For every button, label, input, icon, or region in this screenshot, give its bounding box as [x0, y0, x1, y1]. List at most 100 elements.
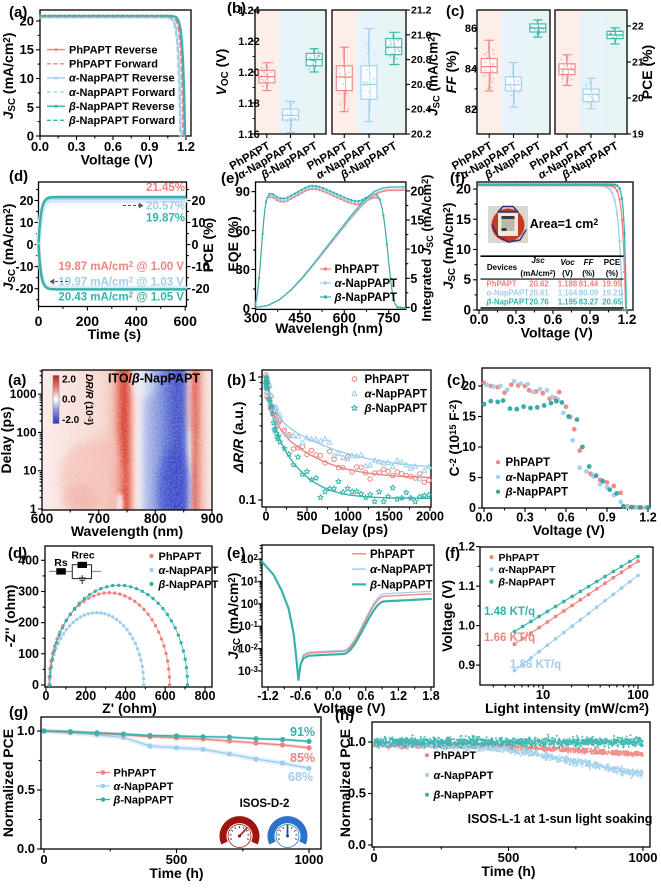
svg-text:α-NapPAPT: α-NapPAPT: [506, 472, 569, 484]
svg-text:(a): (a): [9, 4, 27, 21]
svg-text:Wavelengh (nm): Wavelengh (nm): [275, 320, 383, 336]
svg-text:200: 200: [75, 689, 96, 703]
svg-text:5: 5: [463, 272, 471, 287]
svg-text:α-NapPAPT: α-NapPAPT: [335, 278, 398, 290]
svg-text:Light intensity (mW/cm2): Light intensity (mW/cm2): [485, 700, 649, 716]
svg-text:(h): (h): [335, 707, 354, 724]
svg-text:0: 0: [410, 301, 417, 315]
svg-text:-20: -20: [192, 282, 210, 296]
svg-text:0: 0: [27, 238, 34, 252]
svg-text:(g): (g): [9, 704, 28, 721]
svg-text:(e): (e): [221, 170, 239, 187]
svg-text:PhPAPT Reverse: PhPAPT Reverse: [69, 44, 157, 56]
svg-text:22: 22: [632, 21, 644, 33]
svg-text:1.22: 1.22: [238, 36, 259, 48]
svg-text:α-NapPAPT Reverse: α-NapPAPT Reverse: [69, 73, 175, 85]
svg-text:83.27: 83.27: [579, 298, 599, 307]
svg-text:Devices: Devices: [487, 263, 518, 272]
svg-text:80.09: 80.09: [579, 289, 599, 298]
svg-text:1.0: 1.0: [17, 723, 35, 738]
svg-text:86: 86: [465, 23, 477, 35]
svg-text:1000: 1000: [629, 850, 658, 865]
svg-text:Voltage (V): Voltage (V): [533, 522, 605, 538]
svg-text:19.21: 19.21: [602, 289, 622, 298]
svg-text:1.2: 1.2: [177, 139, 195, 154]
svg-text:Z' (ohm): Z' (ohm): [102, 700, 157, 716]
svg-text:20.2: 20.2: [411, 129, 432, 141]
svg-text:(f): (f): [450, 170, 465, 187]
svg-text:Jsc: Jsc: [531, 256, 545, 265]
svg-text:(c): (c): [446, 3, 464, 20]
svg-text:PhPAPT: PhPAPT: [434, 750, 477, 762]
svg-text:20.61: 20.61: [529, 289, 549, 298]
svg-text:Rrec: Rrec: [71, 550, 95, 562]
svg-text:0: 0: [40, 852, 47, 867]
svg-text:ISOS-D-2: ISOS-D-2: [240, 798, 290, 810]
svg-text:Wavelength (nm): Wavelength (nm): [71, 523, 183, 539]
svg-text:1.0: 1.0: [458, 619, 475, 633]
svg-text:β-NapPAPT: β-NapPAPT: [369, 579, 433, 591]
svg-text:800: 800: [195, 689, 216, 703]
svg-text:1.20: 1.20: [238, 67, 259, 79]
svg-text:15: 15: [462, 410, 476, 424]
svg-text:21.45%: 21.45%: [146, 182, 185, 194]
svg-text:PhPAPT: PhPAPT: [114, 767, 157, 779]
svg-text:α-NapPAPT: α-NapPAPT: [159, 565, 219, 577]
svg-text:20: 20: [192, 194, 206, 208]
svg-text:EQE (%): EQE (%): [225, 216, 241, 271]
svg-text:0: 0: [27, 129, 34, 144]
svg-text:19.97 mA/cm2 @ 1.03 V: 19.97 mA/cm2 @ 1.03 V: [58, 276, 184, 289]
svg-text:1000: 1000: [10, 387, 37, 401]
svg-text:-Z'' (ohm): -Z'' (ohm): [2, 585, 18, 648]
svg-text:1.188: 1.188: [558, 280, 578, 289]
svg-text:Time (h): Time (h): [149, 865, 203, 881]
svg-text:10: 10: [456, 242, 471, 257]
svg-text:10: 10: [23, 464, 37, 478]
svg-text:(%): (%): [606, 269, 619, 278]
svg-text:α-NapPAPT: α-NapPAPT: [114, 781, 174, 793]
svg-text:0: 0: [243, 301, 250, 316]
svg-text:600: 600: [155, 689, 176, 703]
svg-text:PhPAPT: PhPAPT: [499, 552, 540, 564]
svg-text:20.65: 20.65: [602, 298, 622, 307]
svg-text:68%: 68%: [288, 770, 313, 784]
svg-text:2000: 2000: [416, 510, 444, 524]
svg-text:PhPAPT: PhPAPT: [370, 549, 415, 561]
svg-text:81.44: 81.44: [579, 280, 599, 289]
svg-text:1: 1: [30, 502, 37, 516]
svg-text:PhPAPT: PhPAPT: [365, 374, 410, 386]
svg-text:Voltage (V): Voltage (V): [521, 325, 593, 341]
svg-text:0: 0: [32, 678, 39, 692]
svg-text:5: 5: [410, 272, 417, 286]
svg-text:Normalized PCE: Normalized PCE: [337, 729, 353, 837]
svg-text:β-NapPAPT: β-NapPAPT: [158, 579, 219, 591]
svg-text:300: 300: [18, 585, 39, 599]
svg-text:(%): (%): [582, 269, 595, 278]
svg-text:600: 600: [174, 313, 198, 329]
svg-text:PhPAPT: PhPAPT: [335, 264, 380, 276]
svg-text:0.9: 0.9: [458, 658, 475, 672]
svg-text:-10: -10: [15, 260, 33, 274]
svg-text:20.76: 20.76: [529, 298, 549, 307]
svg-text:1.1: 1.1: [458, 579, 475, 593]
svg-text:0.5: 0.5: [17, 782, 35, 797]
svg-text:PCE (%): PCE (%): [200, 218, 216, 272]
svg-text:1.18: 1.18: [238, 98, 259, 110]
svg-text:10: 10: [462, 440, 476, 454]
svg-text:20.43 mA/cm2 @ 1.05 V: 20.43 mA/cm2 @ 1.05 V: [58, 291, 184, 304]
svg-text:20: 20: [20, 194, 34, 208]
svg-text:ITO/β-NapPAPT: ITO/β-NapPAPT: [108, 372, 200, 386]
svg-text:α-NapPAPT: α-NapPAPT: [499, 564, 557, 576]
svg-text:1: 1: [249, 370, 256, 384]
svg-text:α-NapPAPT: α-NapPAPT: [365, 389, 428, 401]
svg-text:β-NapPAPT Reverse: β-NapPAPT Reverse: [68, 101, 175, 113]
svg-text:α-NapPAPT: α-NapPAPT: [434, 770, 494, 782]
svg-text:0.0: 0.0: [348, 837, 366, 852]
svg-text:PhPAPT: PhPAPT: [487, 280, 517, 289]
svg-text:0.3: 0.3: [516, 511, 533, 525]
svg-text:15: 15: [20, 42, 34, 57]
svg-text:19.95: 19.95: [602, 280, 622, 289]
svg-text:10: 10: [20, 216, 34, 230]
svg-text:0: 0: [192, 238, 199, 252]
svg-text:1.164: 1.164: [558, 289, 578, 298]
